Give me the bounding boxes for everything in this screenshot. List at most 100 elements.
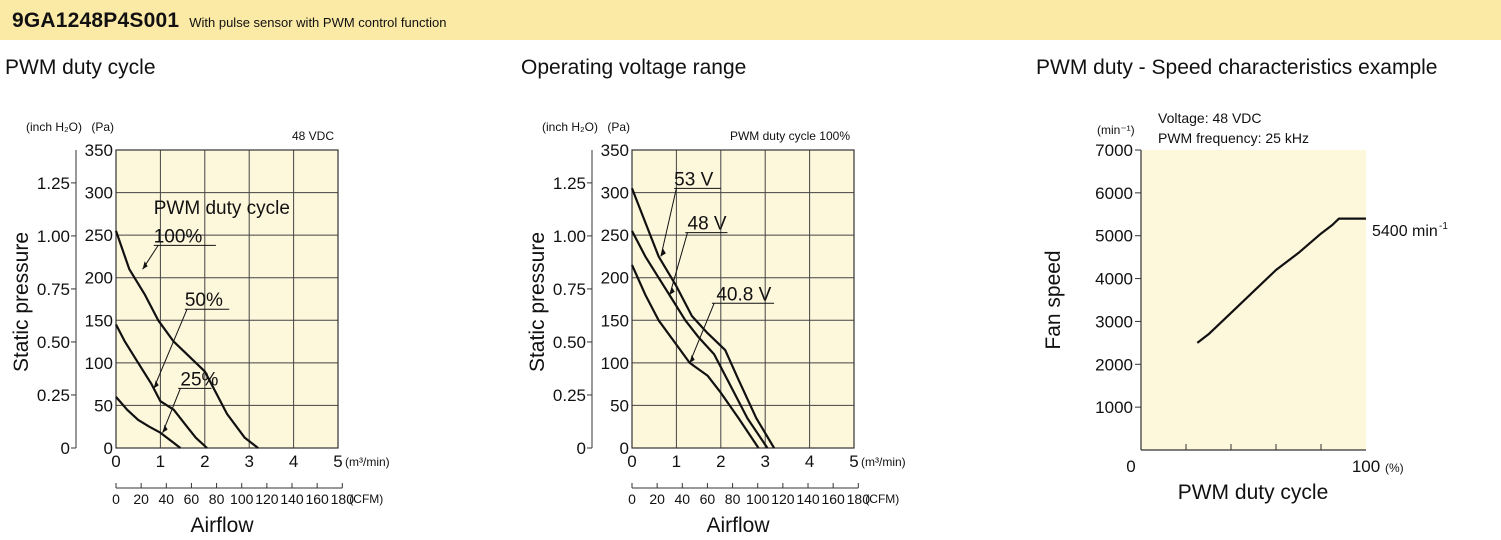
chart1-ytick-pa: 150 (85, 311, 113, 330)
chart1-cfm-tick-label: 120 (255, 491, 279, 507)
chart2-xtick: 0 (627, 452, 636, 471)
chart2-cfm-tick-label: 80 (725, 491, 741, 507)
chart1-xtick: 3 (244, 452, 253, 471)
chart2-label-pointer (689, 303, 715, 364)
chart1-ytick-pa: 200 (85, 269, 113, 288)
chart2-ytick-pa: 100 (601, 354, 629, 373)
chart1-xtick: 0 (111, 452, 120, 471)
chart1-series-label: 50% (185, 290, 223, 311)
chart2-xtick: 5 (849, 452, 858, 471)
chart2-ytick-pa: 250 (601, 226, 629, 245)
model-subtitle: With pulse sensor with PWM control funct… (189, 15, 447, 30)
chart3-xtick: 0 (1126, 457, 1135, 476)
chart1-ytick-pa: 50 (94, 396, 113, 415)
chart2-ytick-inch: 0.50 (553, 333, 586, 352)
chart2-y-unit-pa: (Pa) (607, 120, 630, 134)
chart2-xlabel: Airflow (706, 514, 770, 537)
chart1-ylabel: Static pressure (10, 232, 33, 372)
chart2-cfm-tick-label: 180 (847, 491, 871, 507)
chart2-y-unit-inch: (inch H₂O) (542, 120, 598, 134)
chart1-ytick-pa: 350 (85, 141, 113, 160)
chart2-plot-border (631, 149, 855, 449)
chart3-annotation: Voltage: 48 VDC (1158, 110, 1262, 126)
chart2-series-line (630, 187, 776, 449)
chart2-ytick-pa: 150 (601, 311, 629, 330)
chart2-ytick-pa: 350 (601, 141, 629, 160)
chart1-label-arrow (142, 261, 148, 270)
chart2-note: PWM duty cycle 100% (730, 129, 850, 143)
chart1-xtick: 5 (333, 452, 342, 471)
chart2-xtick: 2 (716, 452, 725, 471)
chart2-cfm-tick-label: 140 (796, 491, 820, 507)
chart2-ytick-inch: 0.75 (553, 280, 586, 299)
chart1-plot-border (115, 149, 339, 449)
chart3-xtick: 100 (1352, 457, 1380, 476)
chart1-cfm-tick-label: 100 (230, 491, 254, 507)
chart3-ytick: 2000 (1095, 355, 1133, 374)
chart1-ytick-pa: 0 (104, 439, 113, 458)
chart2-ytick-pa: 0 (620, 439, 629, 458)
chart2-ytick-pa: 50 (610, 396, 629, 415)
chart2-x-unit-cfm: (CFM) (865, 492, 899, 506)
chart1-title: PWM duty cycle (5, 56, 156, 79)
chart2-cfm-tick-label: 60 (700, 491, 716, 507)
chart2-ylabel: Static pressure (526, 232, 549, 372)
chart2-xtick: 1 (672, 452, 681, 471)
chart1-ytick-pa: 100 (85, 354, 113, 373)
chart1-xlabel: Airflow (190, 514, 254, 537)
chart1-x-unit-m3: (m³/min) (345, 455, 390, 469)
chart3-end-label: 5400 min (1372, 223, 1438, 240)
chart1-ytick-pa: 300 (85, 184, 113, 203)
chart2-series-label: 40.8 V (716, 284, 771, 305)
chart2-label-pointer (669, 232, 688, 295)
chart2-ytick-inch: 1.00 (553, 227, 586, 246)
chart2-ytick-inch: 0.25 (553, 386, 586, 405)
chart1-series-label: 100% (154, 226, 203, 247)
chart2-xtick: 3 (760, 452, 769, 471)
chart2-plot-area (632, 150, 854, 448)
chart3-ytick: 4000 (1095, 270, 1133, 289)
chart1-cfm-tick-label: 140 (280, 491, 304, 507)
chart3-ytick: 6000 (1095, 184, 1133, 203)
model-name: 9GA1248P4S001 (12, 9, 180, 32)
chart1-label-arrow (153, 380, 159, 389)
chart2-cfm-tick-label: 120 (771, 491, 795, 507)
chart3-end-label-sup: -1 (1439, 221, 1448, 232)
chart2-cfm-tick-label: 40 (675, 491, 691, 507)
chart2-label-arrow (689, 354, 695, 363)
chart1-series-label: 25% (180, 369, 218, 390)
chart2-x-unit-m3: (m³/min) (861, 455, 906, 469)
chart1-ytick-inch: 0.25 (37, 386, 70, 405)
chart3-ytick: 5000 (1095, 227, 1133, 246)
chart1-ytick-inch: 1.00 (37, 227, 70, 246)
chart2-ytick-pa: 300 (601, 184, 629, 203)
chart2-cfm-tick-label: 0 (628, 491, 636, 507)
chart2-title: Operating voltage range (521, 56, 747, 79)
chart3-y-unit: (min⁻¹) (1097, 123, 1135, 137)
chart1-series-line (115, 323, 208, 449)
chart1-label-arrow (162, 424, 168, 433)
chart1-plot-area (116, 150, 338, 448)
chart1-y-unit-pa: (Pa) (91, 120, 114, 134)
chart2-ytick-inch: 0 (577, 439, 586, 458)
chart2-cfm-tick-label: 20 (649, 491, 665, 507)
chart2-series-label: 53 V (674, 169, 713, 190)
chart3-x-unit: (%) (1385, 461, 1404, 475)
chart1-cfm-tick-label: 80 (209, 491, 225, 507)
chart1-ytick-inch: 0.75 (37, 280, 70, 299)
chart2-ytick-inch: 1.25 (553, 174, 586, 193)
chart3-title: PWM duty - Speed characteristics example (1036, 56, 1438, 79)
chart3-xlabel: PWM duty cycle (1178, 481, 1329, 504)
chart1-note: 48 VDC (292, 129, 334, 143)
chart1-ytick-inch: 0 (61, 439, 70, 458)
chart1-y-unit-inch: (inch H₂O) (26, 120, 82, 134)
chart3-ytick: 1000 (1095, 398, 1133, 417)
chart1-xtick: 2 (200, 452, 209, 471)
chart1-ytick-inch: 1.25 (37, 174, 70, 193)
chart2-label-arrow (660, 248, 666, 257)
chart2-label-arrow (669, 286, 675, 295)
chart2-label-pointer (660, 188, 677, 257)
chart2-series-line (630, 264, 760, 449)
chart1-ytick-pa: 250 (85, 226, 113, 245)
chart1-cfm-tick-label: 160 (305, 491, 329, 507)
